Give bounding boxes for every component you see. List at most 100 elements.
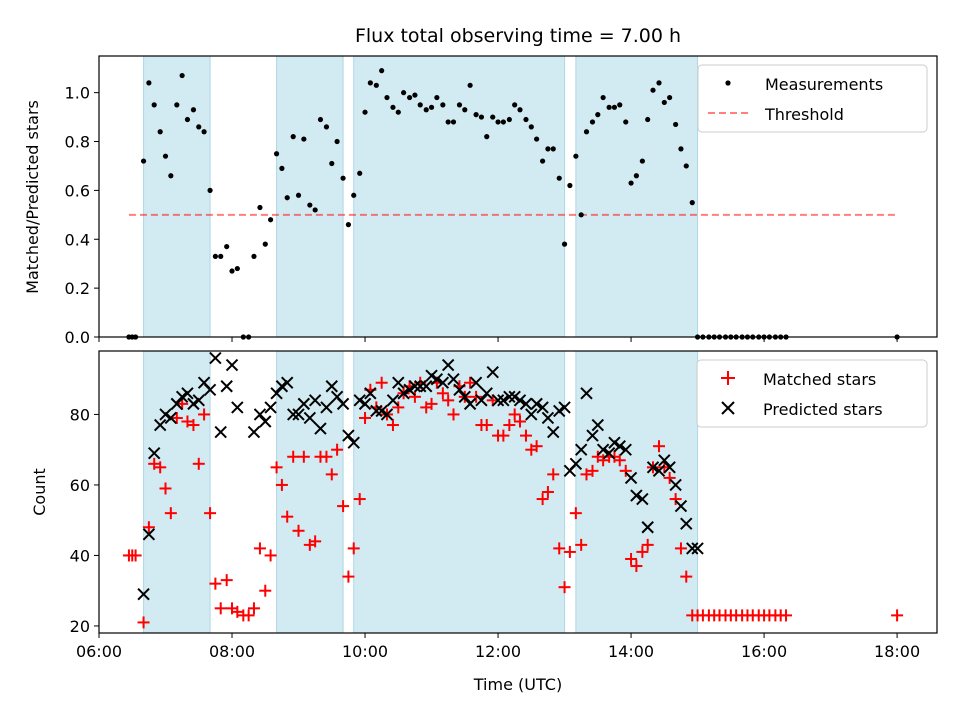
matched-star-marker	[630, 560, 643, 573]
predicted-star-marker	[636, 492, 649, 506]
measurement-point	[157, 129, 163, 135]
matched-star-marker	[281, 510, 294, 523]
predicted-star-marker	[480, 387, 493, 400]
matched-star-marker	[331, 443, 344, 456]
matched-star-marker	[159, 482, 172, 495]
measurement-point	[218, 253, 224, 259]
measurement-point	[251, 253, 257, 259]
measurement-point	[490, 114, 496, 120]
matched-star-marker	[392, 401, 405, 414]
measurement-point	[179, 72, 185, 79]
measurement-point	[628, 180, 634, 186]
measurement-point	[196, 124, 202, 130]
predicted-star-marker	[463, 397, 477, 411]
matched-star-marker	[636, 545, 649, 558]
predicted-star-marker	[358, 397, 372, 411]
matched-star-marker	[198, 408, 211, 421]
matched-star-marker	[470, 390, 483, 403]
bottom-legend-box	[696, 359, 928, 428]
bottom-xtick-label-0: 06:00	[76, 642, 122, 661]
predicted-star-marker	[231, 401, 244, 414]
predicted-star-marker	[691, 542, 704, 555]
predicted-star-marker	[286, 408, 300, 421]
predicted-star-marker	[541, 411, 555, 425]
matched-star-marker	[669, 493, 682, 506]
measurement-point	[284, 195, 290, 201]
measurement-point	[401, 90, 407, 96]
legend-measurements-label: Measurements	[765, 75, 883, 94]
bottom-panel: 20 40 60 80 06:00 08:00 10:00 12:00 14:00 16:00 1…	[30, 350, 938, 694]
measurement-point	[456, 102, 463, 108]
measurement-point	[168, 173, 174, 179]
predicted-star-marker	[137, 588, 150, 601]
measurement-point	[151, 102, 157, 108]
predicted-star-marker	[336, 397, 350, 411]
predicted-star-marker	[596, 443, 610, 456]
predicted-star-marker	[558, 401, 571, 414]
top-band-0	[143, 55, 211, 338]
predicted-star-marker	[447, 372, 460, 386]
measurement-point	[207, 187, 213, 193]
measurement-point	[678, 146, 684, 152]
bottom-band-3	[575, 350, 699, 634]
measurement-point	[351, 192, 357, 198]
measurement-point	[390, 104, 396, 110]
matched-star-marker	[513, 415, 526, 428]
predicted-star-marker	[491, 394, 505, 407]
bottom-ytick-label-1: 40	[70, 546, 90, 565]
matched-star-marker	[137, 616, 150, 629]
matched-star-marker	[558, 581, 571, 594]
predicted-star-marker	[175, 390, 189, 404]
measurement-point	[428, 104, 435, 110]
matched-star-marker	[375, 376, 388, 389]
predicted-star-marker	[181, 387, 194, 400]
measurement-point	[645, 116, 651, 123]
matched-star-marker	[192, 457, 205, 470]
measurement-point	[162, 153, 169, 159]
predicted-star-marker	[253, 408, 267, 421]
matched-star-marker	[619, 464, 632, 477]
matched-star-marker	[497, 429, 510, 442]
measurement-point	[345, 222, 352, 228]
top-x-ticks	[98, 337, 898, 342]
matched-star-marker	[247, 602, 260, 615]
bottom-band-0	[143, 350, 211, 634]
predicted-star-marker	[686, 542, 699, 555]
measurement-point	[423, 107, 429, 113]
predicted-star-marker	[264, 401, 277, 414]
measurement-point	[190, 107, 197, 113]
predicted-star-marker	[308, 394, 322, 407]
measurement-point	[229, 268, 235, 274]
matched-star-marker	[359, 411, 372, 424]
top-plot-frame	[98, 55, 938, 338]
matched-star-marker	[220, 574, 233, 587]
bottom-y-ticks: 20 40 60 80	[70, 405, 99, 636]
measurement-point	[578, 212, 584, 218]
predicted-star-marker	[270, 387, 283, 400]
predicted-star-marker	[586, 429, 599, 442]
predicted-star-marker	[602, 447, 616, 460]
matched-star-marker	[353, 493, 366, 506]
top-legend-box	[697, 64, 928, 133]
matched-star-marker	[347, 542, 360, 555]
predicted-star-marker	[292, 408, 305, 421]
predicted-star-marker	[380, 408, 394, 421]
matched-star-marker	[536, 493, 549, 506]
predicted-star-marker	[325, 380, 338, 393]
predicted-star-marker	[613, 439, 626, 453]
predicted-star-marker	[574, 443, 588, 456]
top-ytick-label-5: 1.0	[65, 84, 90, 103]
matched-star-marker	[480, 419, 493, 432]
matched-star-marker	[408, 390, 421, 403]
predicted-star-marker	[652, 464, 666, 478]
measurement-point	[462, 107, 468, 113]
predicted-star-marker	[569, 457, 583, 471]
measurement-point	[473, 112, 479, 118]
predicted-star-marker	[153, 418, 167, 432]
top-ytick-label-2: 0.4	[65, 230, 90, 249]
top-ytick-label-0: 0.0	[65, 328, 90, 347]
measurement-point	[506, 116, 512, 123]
predicted-star-marker	[386, 394, 400, 407]
predicted-star-marker	[503, 390, 516, 404]
matched-star-marker	[242, 609, 255, 622]
